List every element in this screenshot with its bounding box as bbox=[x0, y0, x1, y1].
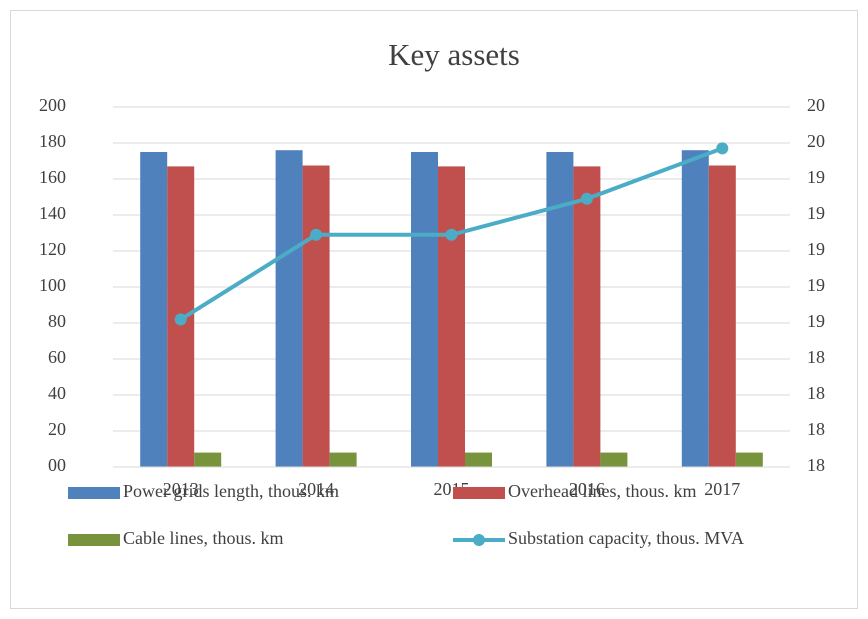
y2-tick-label: 20 bbox=[807, 95, 825, 115]
bar bbox=[681, 150, 709, 467]
y-tick-label: 140 bbox=[39, 203, 66, 223]
y-tick-label: 80 bbox=[48, 311, 66, 331]
legend-label: Substation capacity, thous. MVA bbox=[508, 528, 744, 548]
x-tick-label: 2016 bbox=[569, 479, 605, 499]
line-marker bbox=[580, 192, 593, 205]
chart-title: Key assets bbox=[388, 37, 520, 72]
bar bbox=[546, 152, 574, 467]
legend-label: Cable lines, thous. km bbox=[123, 528, 284, 548]
bar bbox=[275, 150, 303, 467]
bar bbox=[735, 452, 763, 467]
bar bbox=[411, 152, 438, 467]
y-tick-label: 40 bbox=[48, 383, 66, 403]
x-tick-label: 2014 bbox=[298, 479, 334, 499]
bar bbox=[140, 152, 168, 467]
bar bbox=[194, 452, 222, 467]
y-tick-label: 00 bbox=[48, 455, 66, 475]
x-tick-label: 2013 bbox=[163, 479, 199, 499]
line-marker bbox=[310, 228, 323, 241]
x-tick-label: 2017 bbox=[704, 479, 740, 499]
legend-swatch bbox=[453, 487, 505, 499]
legend-swatch bbox=[68, 534, 120, 546]
legend-marker bbox=[473, 534, 485, 546]
line-marker bbox=[716, 142, 729, 155]
bar bbox=[302, 165, 330, 467]
bar bbox=[438, 166, 465, 467]
y-tick-label: 20 bbox=[48, 419, 66, 439]
bar bbox=[600, 452, 628, 467]
y2-tick-label: 18 bbox=[807, 455, 825, 475]
y2-tick-label: 19 bbox=[807, 275, 825, 295]
y2-tick-label: 18 bbox=[807, 419, 825, 439]
y-tick-label: 160 bbox=[39, 167, 66, 187]
y-tick-label: 180 bbox=[39, 131, 66, 151]
bar bbox=[465, 452, 492, 467]
y-tick-label: 100 bbox=[39, 275, 66, 295]
legend-label: Overhead lines, thous. km bbox=[508, 481, 696, 501]
y2-tick-label: 18 bbox=[807, 383, 825, 403]
y-tick-label: 60 bbox=[48, 347, 66, 367]
line-marker bbox=[445, 228, 458, 241]
legend-label: Power grids length, thous. km bbox=[123, 481, 339, 501]
line-marker bbox=[174, 313, 187, 326]
y2-tick-label: 19 bbox=[807, 239, 825, 259]
y-tick-label: 200 bbox=[39, 95, 66, 115]
y2-tick-label: 18 bbox=[807, 347, 825, 367]
bar bbox=[329, 452, 357, 467]
bar bbox=[708, 165, 736, 467]
y2-tick-label: 20 bbox=[807, 131, 825, 151]
y2-tick-label: 19 bbox=[807, 311, 825, 331]
legend-swatch bbox=[68, 487, 120, 499]
y2-tick-label: 19 bbox=[807, 203, 825, 223]
y2-tick-label: 19 bbox=[807, 167, 825, 187]
bar bbox=[573, 166, 601, 467]
y-tick-label: 120 bbox=[39, 239, 66, 259]
